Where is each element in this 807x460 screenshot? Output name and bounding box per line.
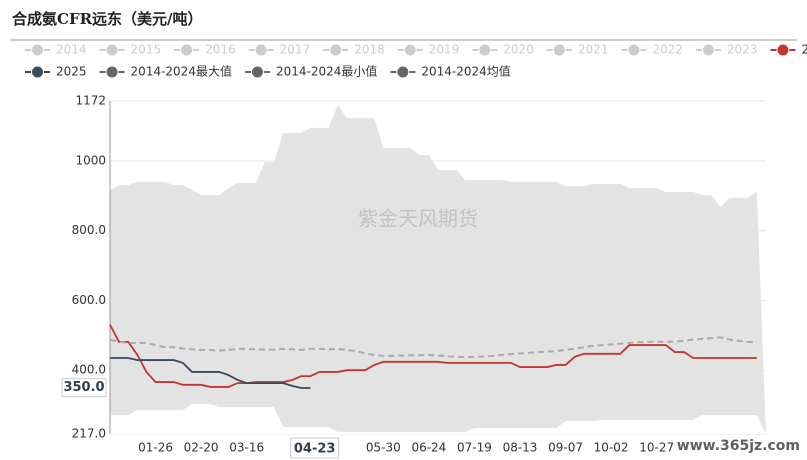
- x-tick-label: 08-13: [503, 441, 538, 455]
- legend-icon: [180, 43, 194, 57]
- legend-icon: [105, 65, 119, 79]
- legend-label[interactable]: 2021: [578, 43, 609, 57]
- chart-title: 合成氨CFR远东（美元/吨）: [11, 10, 203, 28]
- legend-label[interactable]: 2023: [727, 43, 758, 57]
- legend-label[interactable]: 2015: [131, 43, 162, 57]
- legend-label[interactable]: 2014: [56, 43, 87, 57]
- legend-icon: [329, 43, 343, 57]
- legend-icon: [552, 43, 566, 57]
- x-tick-label: 06-24: [411, 441, 446, 455]
- site-watermark: www.365jz.com: [677, 438, 800, 454]
- legend-label[interactable]: 2018: [354, 43, 385, 57]
- crosshair-x-label: 04-23: [294, 442, 336, 457]
- legend-label[interactable]: 2017: [280, 43, 311, 57]
- series-line: [109, 324, 757, 388]
- y-tick-label: 1172: [75, 94, 106, 108]
- crosshair-x-box: [290, 437, 340, 459]
- legend-icon: [105, 43, 119, 57]
- legend-label[interactable]: 2025: [56, 65, 87, 79]
- y-tick-label: 400.0: [72, 363, 106, 377]
- y-tick-label: 217.0: [72, 427, 106, 441]
- x-tick-label: 07-19: [457, 441, 492, 455]
- x-tick-label: 09-07: [548, 441, 583, 455]
- legend-label[interactable]: 2019: [429, 43, 460, 57]
- legend-label[interactable]: 2014-2024均值: [421, 64, 510, 79]
- legend-icon: [478, 43, 492, 57]
- y-tick-label: 800.0: [72, 223, 106, 237]
- legend-label[interactable]: 2016: [205, 43, 236, 57]
- x-tick-label: 10-02: [594, 441, 629, 455]
- range-area: [110, 404, 766, 434]
- legend-icon: [31, 65, 44, 79]
- legend-label[interactable]: 2020: [503, 43, 534, 57]
- legend-icon: [627, 43, 641, 57]
- x-tick-label: 01-26: [138, 441, 173, 455]
- watermark: 紫金天风期货: [358, 207, 478, 231]
- legend-icon: [701, 43, 715, 57]
- legend-label[interactable]: 2014-2024最大值: [131, 64, 232, 79]
- crosshair-y-label: 350.0: [63, 380, 104, 395]
- legend-icon: [403, 43, 417, 57]
- x-tick-label: 03-16: [229, 441, 264, 455]
- legend-icon: [254, 43, 268, 57]
- legend-icon: [776, 43, 790, 57]
- range-area: [110, 105, 766, 434]
- legend-label[interactable]: 2022: [652, 43, 683, 57]
- y-tick-label: 1000: [75, 153, 106, 167]
- x-tick-label: 10-27: [639, 441, 674, 455]
- legend-label[interactable]: 2014-2024最小值: [276, 64, 377, 79]
- series-line: [110, 357, 311, 389]
- series-line: [109, 336, 757, 358]
- x-tick-label: 05-30: [366, 441, 401, 455]
- legend-label[interactable]: 2024: [801, 43, 807, 57]
- crosshair-y-box: [61, 378, 107, 398]
- legend-icon: [396, 65, 410, 79]
- legend-icon: [31, 43, 44, 57]
- legend-icon: [250, 65, 264, 79]
- y-tick-label: 600.0: [72, 293, 106, 307]
- x-tick-label: 02-20: [184, 441, 219, 455]
